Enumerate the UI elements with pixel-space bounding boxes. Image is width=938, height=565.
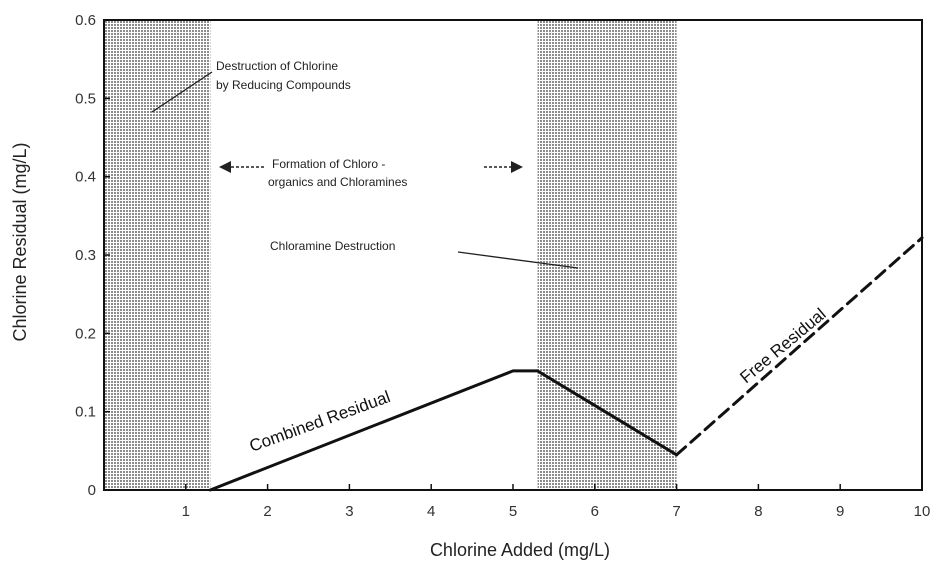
annotation-destruction-line2: by Reducing Compounds	[216, 78, 351, 92]
x-tick-label: 4	[427, 503, 435, 520]
x-tick-label: 6	[591, 503, 599, 520]
annotation-formation-line2: organics and Chloramines	[268, 175, 407, 189]
y-tick-label: 0.1	[75, 404, 96, 421]
annotation-destruction-pointer	[151, 71, 213, 113]
annotation-formation-line1: Formation of Chloro -	[272, 157, 385, 171]
y-tick-label: 0.4	[75, 169, 96, 186]
annotation-formation: Formation of Chloro - organics and Chlor…	[219, 157, 523, 189]
y-tick-label: 0.2	[75, 325, 96, 342]
x-axis-title: Chlorine Added (mg/L)	[430, 540, 610, 560]
series-line-combined-residual	[208, 369, 679, 492]
x-tick-label: 3	[345, 503, 353, 520]
y-tick-label: 0.5	[75, 90, 96, 107]
x-tick-label: 9	[836, 503, 844, 520]
shaded-regions	[104, 20, 677, 490]
series-line-free-residual	[675, 236, 924, 457]
y-tick-label: 0	[88, 482, 96, 499]
annotation-chloramine-destruction-pointer	[457, 251, 579, 269]
x-tick-label: 10	[914, 503, 931, 520]
annotation-chloramine-destruction-text: Chloramine Destruction	[270, 239, 395, 253]
x-tick-label: 1	[182, 503, 190, 520]
annotation-destruction: Destruction of Chlorine by Reducing Comp…	[151, 59, 351, 113]
x-tick-label: 5	[509, 503, 517, 520]
y-tick-label: 0.6	[75, 12, 96, 29]
axis-ticks: 1 2 3 4 5 6 7 8 9 10 0 0.1 0.2 0.3 0.4 0.5 0.6	[75, 12, 930, 520]
data-series	[208, 236, 924, 492]
shaded-region-2	[537, 20, 677, 490]
x-tick-label: 7	[672, 503, 680, 520]
shaded-region-1	[104, 20, 211, 490]
y-axis-title: Chlorine Residual (mg/L)	[10, 142, 30, 341]
x-tick-label: 2	[263, 503, 271, 520]
series-label-free-residual: Free Residual	[736, 304, 829, 387]
annotation-destruction-line1: Destruction of Chlorine	[216, 59, 338, 73]
y-tick-label: 0.3	[75, 247, 96, 264]
x-tick-label: 8	[754, 503, 762, 520]
annotation-chloramine-destruction: Chloramine Destruction	[270, 239, 579, 269]
